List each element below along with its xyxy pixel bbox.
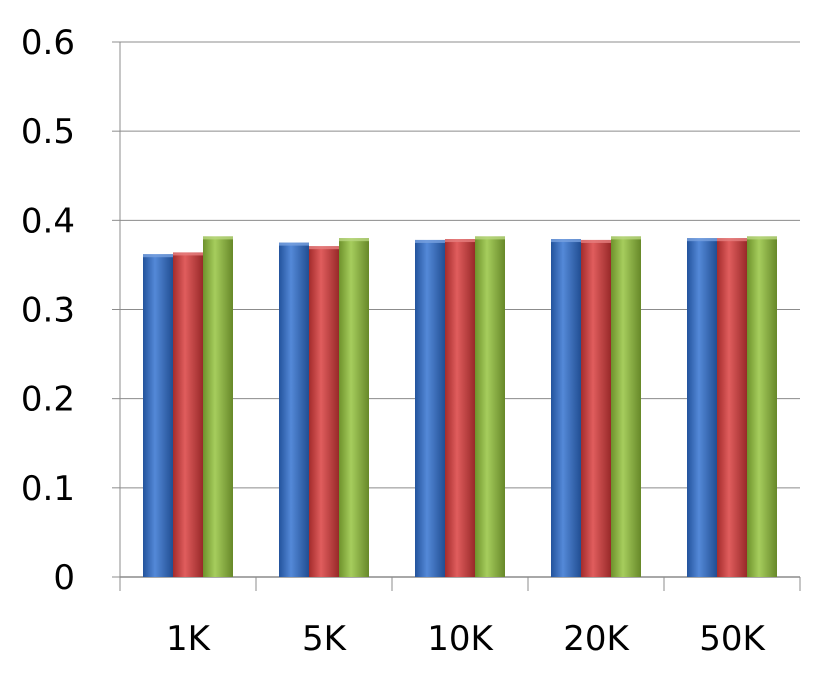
x-tick-label: 5K <box>302 619 348 659</box>
bar-top-highlight <box>747 236 777 240</box>
axis-labels: 0 0.1 0.2 0.3 0.4 0.5 0.6 1K 5K 10K 20K 50K <box>21 23 767 659</box>
bar-series-3-1K <box>203 236 233 577</box>
x-tick-label: 20K <box>563 619 630 659</box>
bar-top-highlight <box>581 239 611 243</box>
bar-series-2-10K <box>445 239 475 577</box>
x-tick-label: 50K <box>699 619 766 659</box>
bar-series-1-20K <box>551 239 581 577</box>
bar-top-highlight <box>551 239 581 243</box>
bar-top-highlight <box>279 242 309 246</box>
bar-top-highlight <box>445 239 475 243</box>
bar-series-2-5K <box>309 246 339 578</box>
bar-top-highlight <box>309 246 339 250</box>
bar-series-1-10K <box>415 239 445 577</box>
bar-series-2-20K <box>581 239 611 577</box>
bar-series-1-5K <box>279 242 309 577</box>
bar-top-highlight <box>203 236 233 240</box>
y-tick-label: 0 <box>53 558 75 598</box>
bar-top-highlight <box>143 254 173 258</box>
bar-series-1-50K <box>687 238 717 577</box>
bar-series-3-5K <box>339 238 369 577</box>
y-tick-label: 0.2 <box>21 380 75 420</box>
y-tick-label: 0.6 <box>21 23 75 63</box>
bar-series-2-1K <box>173 252 203 577</box>
y-tick-label: 0.5 <box>21 112 75 152</box>
bars <box>143 236 777 578</box>
y-tick-label: 0.4 <box>21 201 75 241</box>
bar-top-highlight <box>475 236 505 240</box>
y-tick-label: 0.3 <box>21 291 75 331</box>
bar-top-highlight <box>687 238 717 242</box>
bar-series-3-20K <box>611 236 641 577</box>
bar-top-highlight <box>611 236 641 240</box>
bar-top-highlight <box>339 238 369 242</box>
bar-series-2-50K <box>717 238 747 577</box>
x-tick-label: 10K <box>427 619 494 659</box>
y-tick-label: 0.1 <box>21 469 75 509</box>
bar-top-highlight <box>415 239 445 243</box>
bar-series-3-10K <box>475 236 505 577</box>
x-tick-label: 1K <box>166 619 212 659</box>
bar-top-highlight <box>173 252 203 256</box>
bar-series-1-1K <box>143 254 173 577</box>
bar-series-3-50K <box>747 236 777 577</box>
bar-top-highlight <box>717 238 747 242</box>
